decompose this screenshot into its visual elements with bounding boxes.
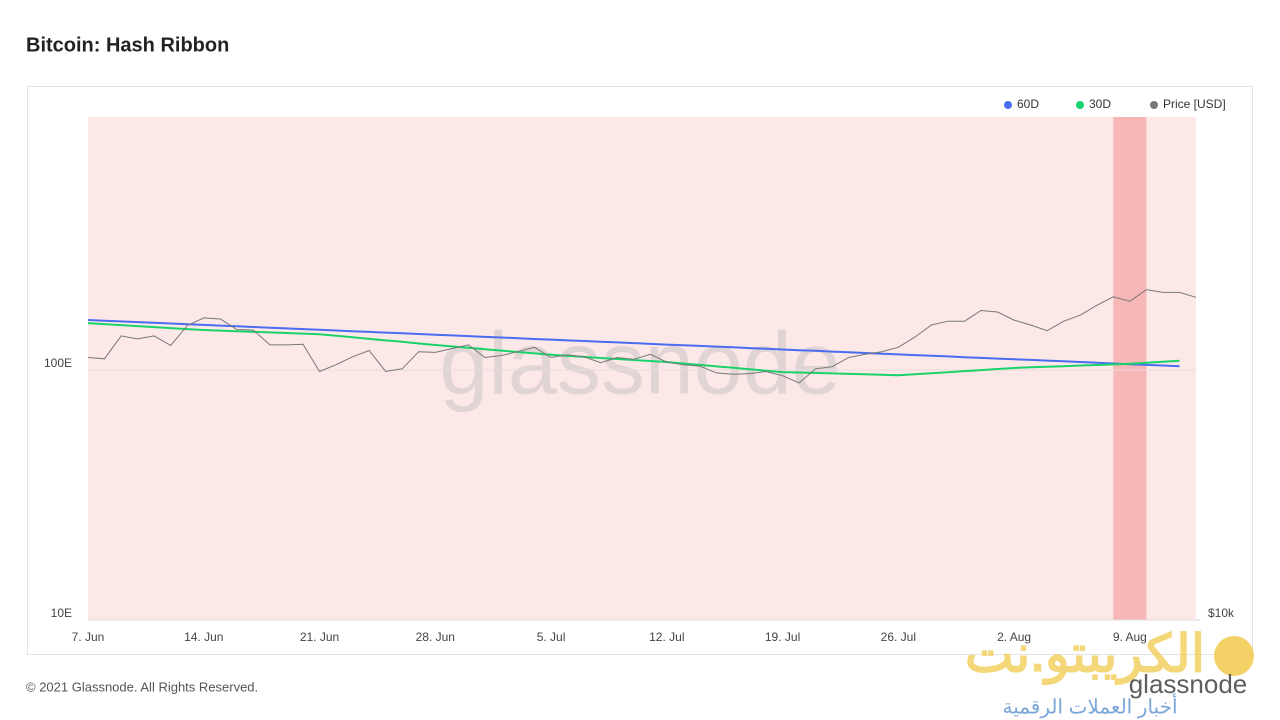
series-line (87, 319, 1180, 368)
chart-title: Bitcoin: Hash Ribbon (26, 34, 229, 56)
x-tick-label: 28. Jun (416, 630, 455, 644)
x-tick-label: 19. Jul (765, 630, 800, 644)
x-tick-label: 14. Jun (184, 630, 223, 644)
legend-marker (1076, 101, 1084, 109)
x-tick-label: 9. Aug (1113, 630, 1147, 644)
legend-label: 30D (1089, 97, 1111, 111)
logo-icon (1214, 636, 1254, 676)
x-tick-label: 2. Aug (997, 630, 1031, 644)
x-tick-label: 5. Jul (537, 630, 566, 644)
series-line (87, 289, 1197, 384)
x-tick-label: 26. Jul (881, 630, 916, 644)
y-tick-label: 100E (44, 356, 72, 370)
legend-label: 60D (1017, 97, 1039, 111)
x-tick-label: 12. Jul (649, 630, 684, 644)
x-tick-label: 7. Jun (72, 630, 105, 644)
legend-label: Price [USD] (1163, 97, 1226, 111)
watermark: glassnode (439, 313, 840, 412)
shaded-range (1113, 117, 1147, 620)
legend-marker (1150, 101, 1158, 109)
legend-marker (1004, 101, 1012, 109)
x-tick-label: 21. Jun (300, 630, 339, 644)
logo: الكريبتو.نت (965, 626, 1205, 686)
footer: © 2021 Glassnode. All Rights Reserved. (26, 679, 258, 694)
logo-tagline: أخبار العملات الرقمية (1002, 692, 1177, 718)
logo-sub: glassnode (1129, 669, 1248, 699)
y-tick-label: 10E (51, 606, 72, 620)
series-line (87, 322, 1180, 377)
y2-tick-label: $10k (1208, 606, 1235, 620)
